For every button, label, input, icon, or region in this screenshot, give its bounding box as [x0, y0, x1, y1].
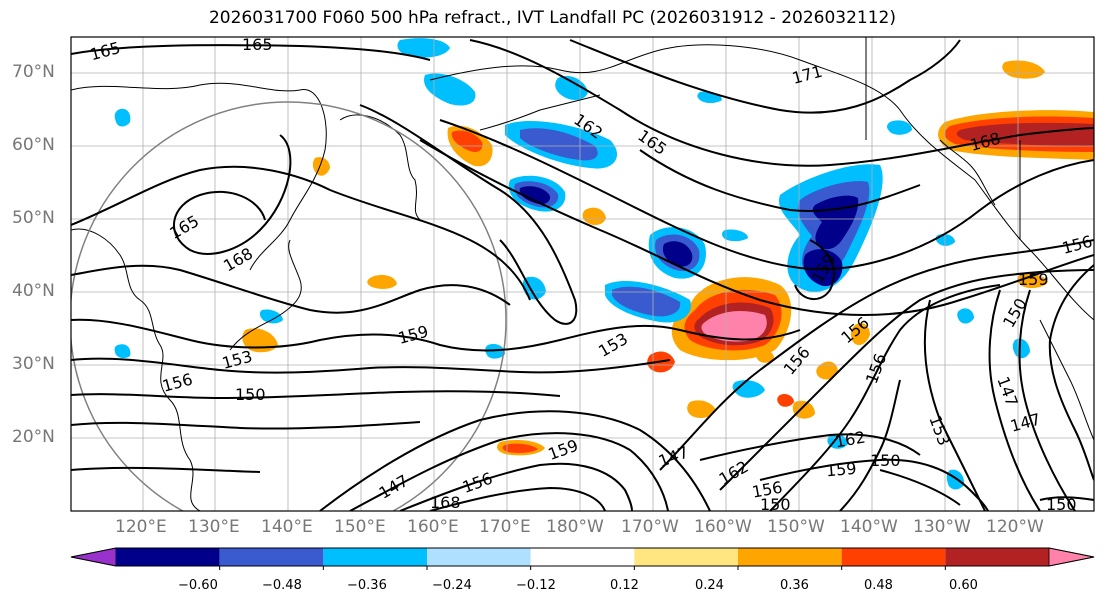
map-frame	[70, 36, 1095, 512]
height-contours	[71, 39, 1094, 511]
colorbar-segment	[323, 548, 427, 566]
lon-label: 130°W	[913, 517, 971, 537]
contour-label: 159	[825, 459, 857, 481]
lon-label: 150°W	[767, 517, 825, 537]
colorbar-segment	[738, 548, 842, 566]
contour-label: 150	[760, 495, 791, 514]
colorbar-segment	[116, 548, 220, 566]
colorbar-segments	[70, 547, 1095, 567]
lat-label: 40°N	[12, 281, 55, 301]
colorbar-tick-label: −0.36	[347, 578, 387, 593]
colorbar-tick-label: 0.60	[949, 578, 978, 593]
colorbar-tick-label: −0.12	[516, 578, 556, 593]
colorbar-segment	[945, 548, 1049, 566]
contour-label: 159	[1018, 270, 1049, 289]
landfall-radius-circle	[71, 101, 507, 511]
colorbar-ticks	[219, 566, 946, 570]
colorbar-tick-label: −0.24	[432, 578, 472, 593]
map-background	[71, 37, 1094, 511]
coastlines	[71, 37, 1094, 511]
lon-label: 160°E	[407, 517, 459, 537]
colorbar-segment	[634, 548, 738, 566]
lon-label: 120°W	[986, 517, 1044, 537]
colorbar-segment	[841, 548, 946, 566]
colorbar-segment	[219, 548, 324, 566]
colorbar-tick-label: 0.24	[695, 578, 724, 593]
lon-label: 130°E	[188, 517, 240, 537]
lon-label: 120°E	[115, 517, 167, 537]
lat-label: 30°N	[12, 354, 55, 374]
colorbar-tick-label: 0.48	[864, 578, 893, 593]
colorbar-tick-label: 0.36	[780, 578, 809, 593]
lon-label: 170°E	[479, 517, 531, 537]
colorbar-segment	[427, 548, 531, 566]
colorbar-extend-max	[1048, 547, 1095, 567]
colorbar-tick-label: −0.60	[178, 578, 218, 593]
lon-label: 170°W	[621, 517, 679, 537]
colorbar-tick-label: 0.12	[610, 578, 639, 593]
lat-label: 50°N	[12, 208, 55, 228]
lat-label: 60°N	[12, 135, 55, 155]
colorbar-extend-min	[70, 547, 117, 567]
contour-label: 150	[235, 385, 266, 404]
lat-label: 20°N	[12, 427, 55, 447]
colorbar-frame	[70, 547, 1095, 567]
colorbar-segment	[530, 548, 635, 566]
shaded-anomaly-fields	[114, 38, 1094, 490]
lon-label: 140°W	[840, 517, 898, 537]
contour-label: 150	[870, 451, 901, 470]
lon-label: 140°E	[261, 517, 313, 537]
contour-label: 165	[242, 35, 273, 54]
lon-label: 160°W	[694, 517, 752, 537]
map-title: 2026031700 F060 500 hPa refract., IVT La…	[208, 8, 896, 28]
contour-label: 150	[1046, 495, 1077, 514]
contour-label: 168	[430, 493, 461, 512]
lon-label: 180°W	[546, 517, 604, 537]
map-panel: 165 165 165 168 171 162 165 168 156 159 …	[70, 35, 1095, 514]
lat-label: 70°N	[12, 62, 55, 82]
colorbar-tick-label: −0.48	[262, 578, 302, 593]
colorbar	[70, 547, 1095, 570]
lon-label: 150°E	[334, 517, 386, 537]
